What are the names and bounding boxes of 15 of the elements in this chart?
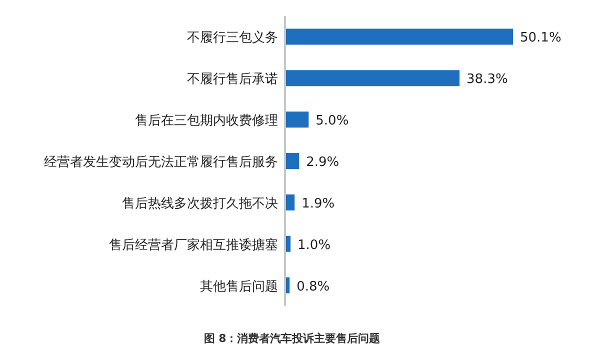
data-label: 1.9% xyxy=(302,196,335,212)
y-tick-label: 售后在三包期内收费修理 xyxy=(135,114,278,129)
data-label: 0.8% xyxy=(296,279,330,294)
data-label: 38.3% xyxy=(466,72,508,88)
data-label: 2.9% xyxy=(306,155,340,170)
data-label: 5.0% xyxy=(316,114,349,129)
y-tick-label: 不履行三包义务 xyxy=(187,30,278,46)
data-label: 50.1% xyxy=(520,30,562,46)
y-tick-label: 其他售后问题 xyxy=(200,279,278,294)
data-label: 1.0% xyxy=(298,238,331,253)
y-tick-label: 经营者发生变动后无法正常履行售后服务 xyxy=(44,155,278,170)
y-tick-label: 售后热线多次拨打久拖不决 xyxy=(122,196,278,212)
y-tick-label: 不履行售后承诺 xyxy=(187,72,278,88)
y-tick-label: 售后经营者厂家相互推诿搪塞 xyxy=(109,236,278,253)
text: 图 8：消费者汽车投诉主要售后问题 xyxy=(204,332,380,345)
